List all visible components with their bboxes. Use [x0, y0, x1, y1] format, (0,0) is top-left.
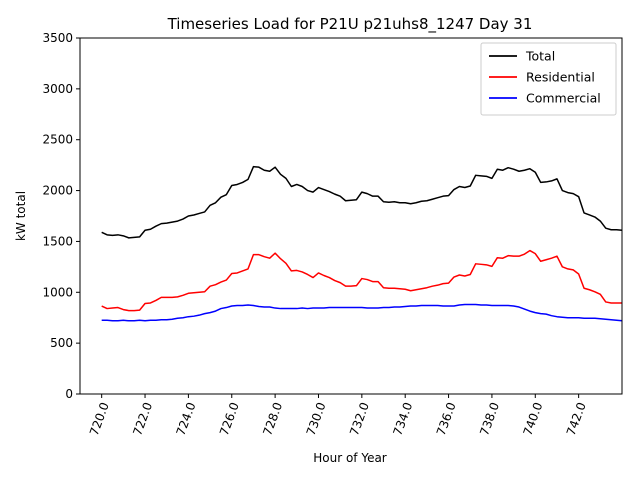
- legend-label-residential: Residential: [526, 70, 595, 85]
- legend-label-total: Total: [525, 49, 555, 64]
- x-axis-label: Hour of Year: [313, 451, 387, 465]
- legend: Total Residential Commercial: [480, 42, 617, 116]
- y-tick-label: 2000: [42, 184, 73, 198]
- y-tick-label: 0: [65, 387, 73, 401]
- chart-title: Timeseries Load for P21U p21uhs8_1247 Da…: [167, 15, 533, 34]
- y-tick-label: 2500: [42, 133, 73, 147]
- legend-box: [480, 42, 617, 116]
- series-line-total: [101, 165, 623, 239]
- y-tick-label: 1500: [42, 234, 73, 248]
- y-axis-label: kW total: [14, 191, 28, 241]
- legend-label-commercial: Commercial: [526, 91, 601, 106]
- series-line-residential: [101, 249, 622, 312]
- y-tick-label: 500: [50, 336, 73, 350]
- y-axis-ticks: 0 500 1000 1500 2000 2500 3000 3500: [42, 31, 80, 401]
- y-tick-label: 1000: [42, 285, 73, 299]
- series-line-commercial: [101, 303, 623, 322]
- y-tick-label: 3500: [42, 31, 73, 45]
- y-tick-label: 3000: [42, 82, 73, 96]
- plot-lines: [101, 165, 623, 322]
- plot-area-frame: [79, 37, 623, 395]
